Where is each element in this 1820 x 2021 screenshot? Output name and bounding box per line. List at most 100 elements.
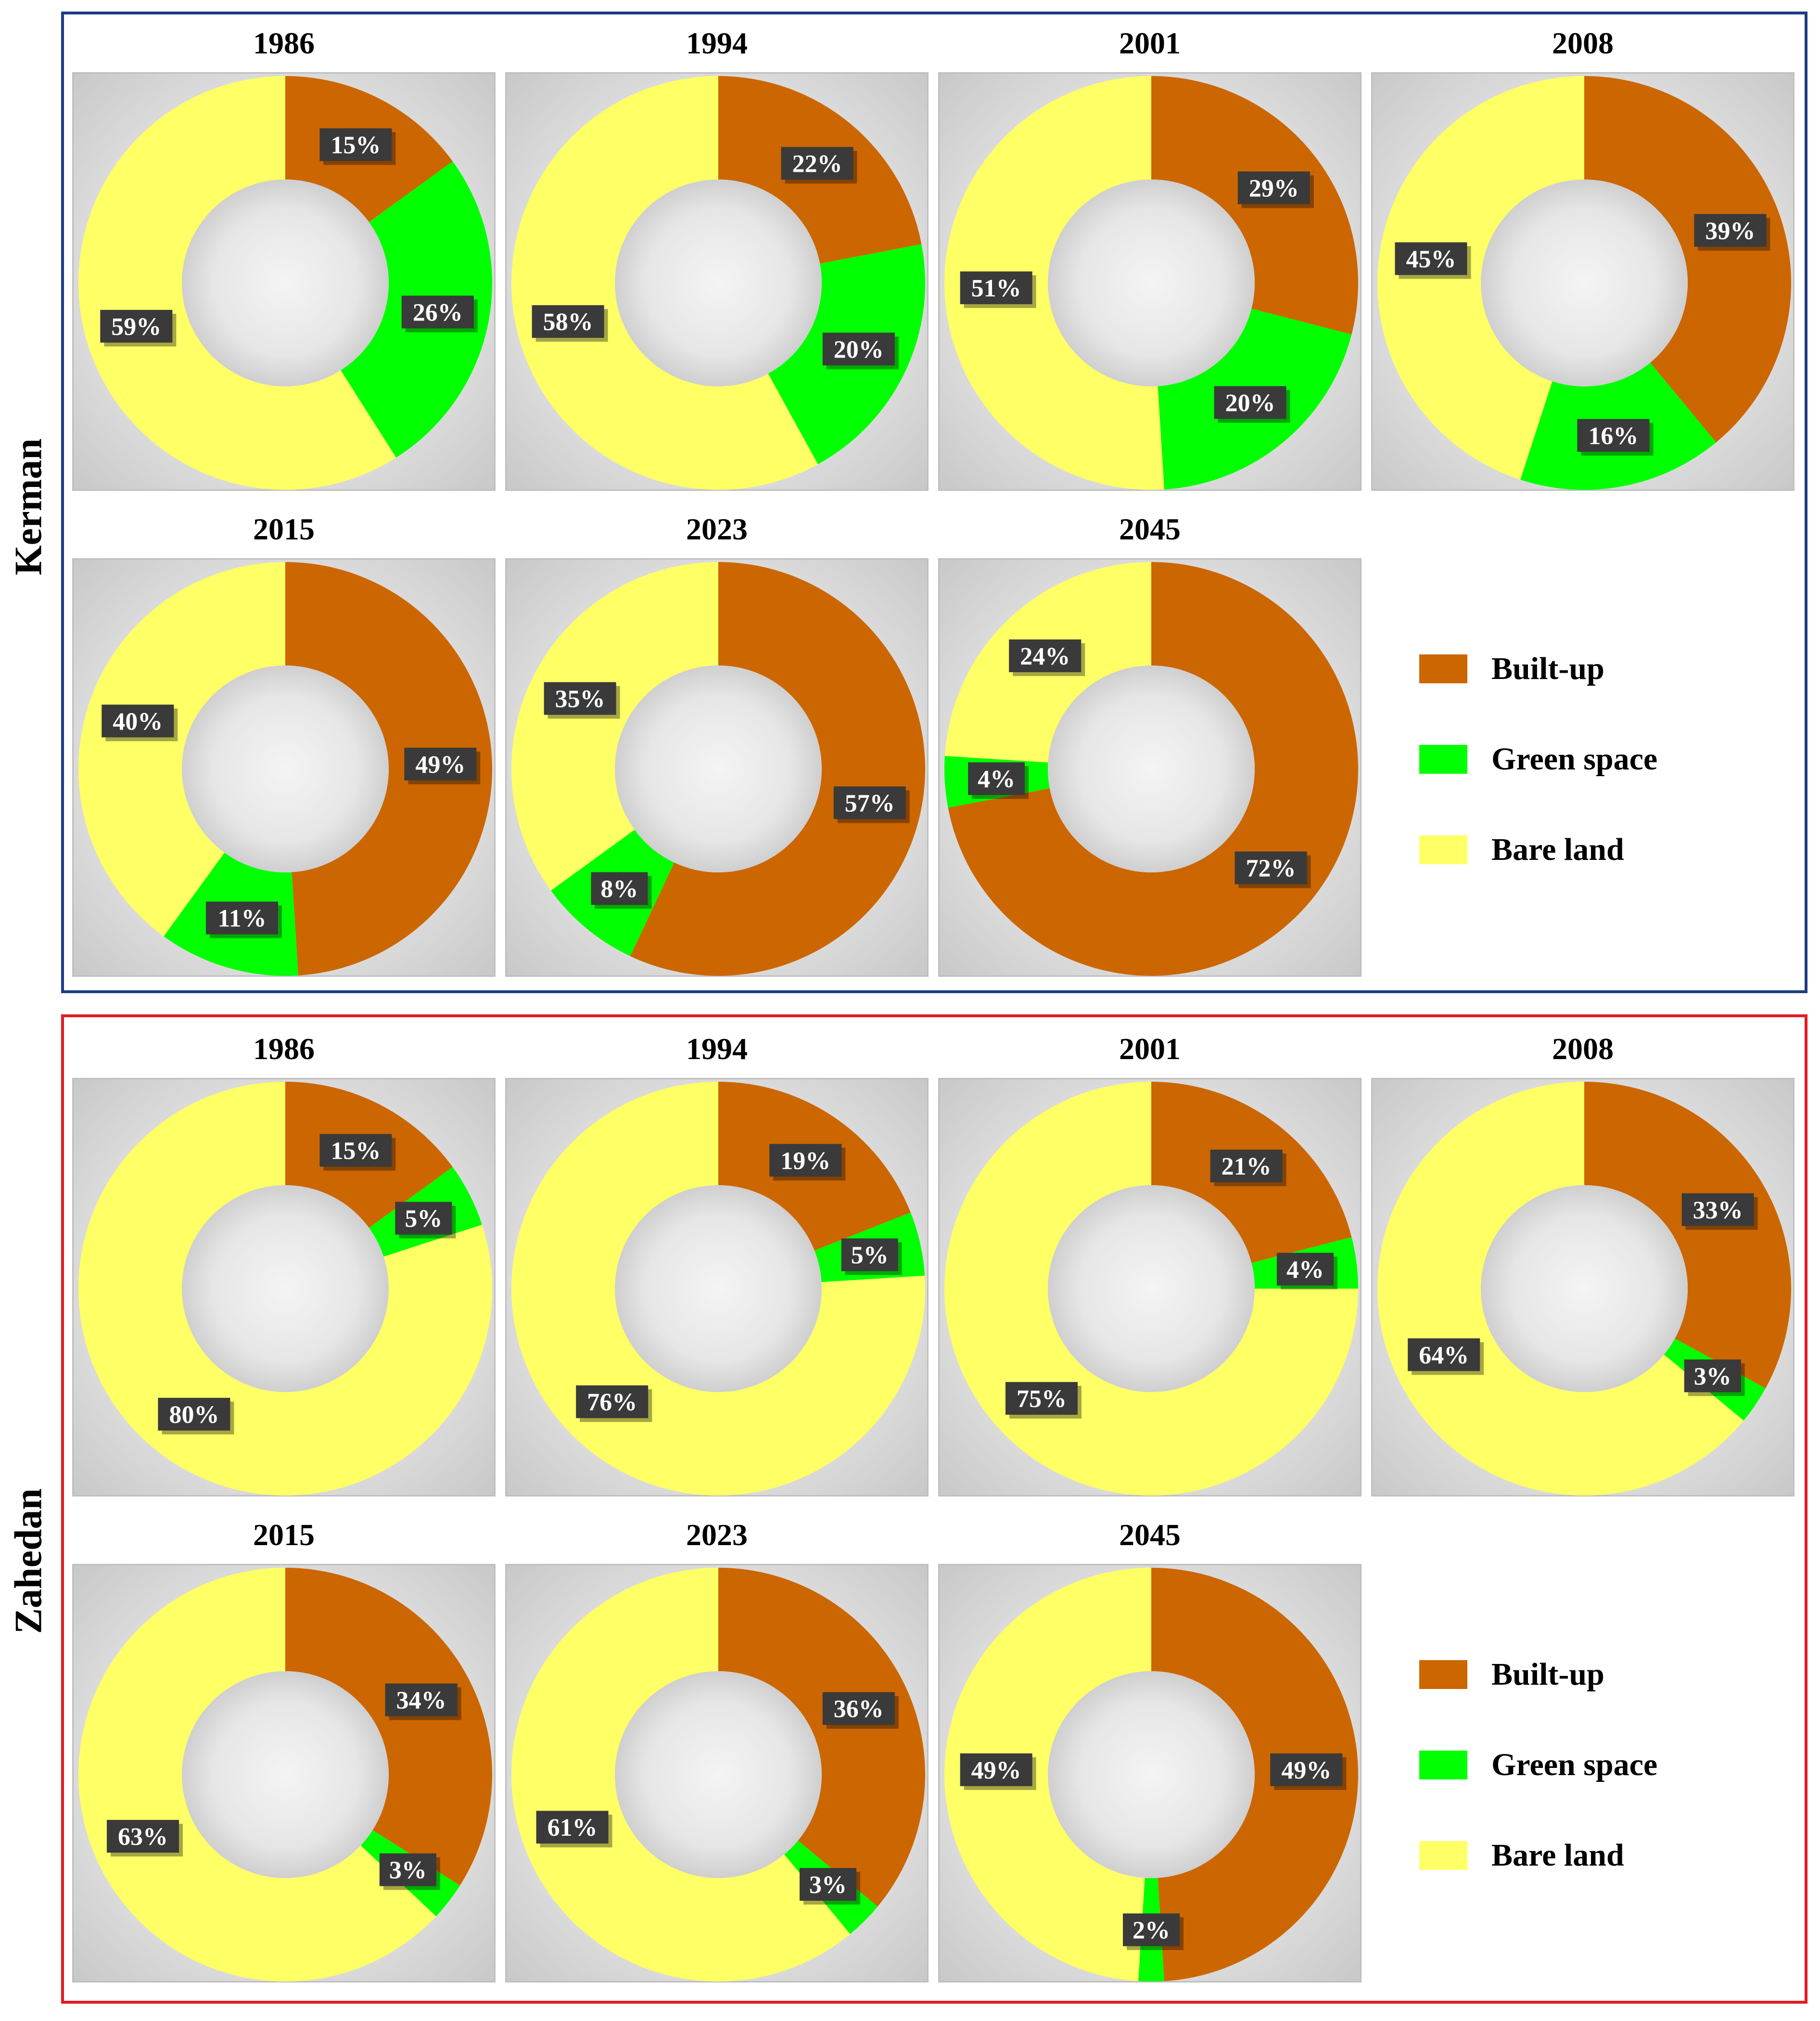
slice-built-up: [1584, 76, 1791, 443]
slice-built-up: [285, 1568, 492, 1886]
chart-area: 33% 3% 64%: [1371, 1078, 1795, 1497]
svg-text:33%: 33%: [1693, 1197, 1743, 1224]
data-label-built-up: 15%: [319, 1134, 396, 1171]
data-label-green-space: 3%: [1684, 1359, 1745, 1396]
svg-text:8%: 8%: [600, 875, 638, 903]
donut-hole: [182, 179, 389, 386]
chart-area: 72% 4% 24%: [938, 558, 1362, 977]
svg-text:11%: 11%: [217, 905, 266, 933]
data-label-bare-land: 24%: [1009, 639, 1085, 676]
svg-text:80%: 80%: [169, 1401, 219, 1429]
kerman-donut-1986: 1986 15% 26% 59%: [72, 19, 496, 491]
chart-year-title: 2023: [686, 1518, 748, 1552]
data-label-green-space: 26%: [401, 295, 478, 333]
donut-hole: [1481, 1185, 1688, 1392]
chart-area: 15% 26% 59%: [72, 72, 496, 491]
donut-svg: 22% 20% 58%: [511, 76, 925, 490]
data-label-green-space: 3%: [379, 1853, 440, 1890]
data-label-bare-land: 45%: [1395, 242, 1471, 279]
slice-bare-land: [78, 562, 285, 936]
donut-svg: 15% 5% 80%: [78, 1082, 492, 1496]
data-label-bare-land: 80%: [158, 1397, 234, 1434]
kerman-donut-2045: 2045 72% 4% 24%: [938, 505, 1362, 977]
data-label-bare-land: 76%: [576, 1385, 652, 1422]
chart-area: 57% 8% 35%: [505, 558, 929, 977]
donut-hole: [1048, 179, 1255, 386]
slice-bare-land: [511, 1568, 851, 1982]
kerman-panel: [61, 12, 1807, 993]
data-label-bare-land: 40%: [102, 704, 178, 742]
chart-year-title: 1986: [253, 26, 315, 60]
city-label-zahedan: Zahedan: [7, 1488, 50, 1634]
legend-swatch: [1419, 1660, 1467, 1689]
donut-svg: 57% 8% 35%: [511, 562, 925, 976]
svg-text:75%: 75%: [1017, 1385, 1067, 1413]
kerman-legend: Built-up Green space Bare land: [1419, 645, 1780, 885]
svg-text:64%: 64%: [1419, 1342, 1469, 1369]
data-label-green-space: 5%: [841, 1238, 902, 1275]
data-label-built-up: 57%: [833, 786, 910, 823]
legend-swatch: [1419, 654, 1467, 683]
legend-item-bare-land: Bare land: [1419, 826, 1756, 869]
data-label-built-up: 33%: [1681, 1193, 1758, 1230]
data-label-bare-land: 75%: [1005, 1382, 1082, 1419]
legend-item-built-up: Built-up: [1419, 645, 1756, 688]
data-label-green-space: 20%: [1214, 386, 1290, 423]
data-label-green-space: 4%: [1276, 1253, 1337, 1290]
chart-area: 19% 5% 76%: [505, 1078, 929, 1497]
zahedan-panel: [61, 1014, 1807, 2004]
legend-label: Green space: [1491, 1747, 1658, 1782]
zahedan-legend: Built-up Green space Bare land: [1419, 1650, 1780, 1891]
donut-svg: 36% 3% 61%: [511, 1568, 925, 1982]
data-label-built-up: 36%: [822, 1692, 899, 1729]
zahedan-donut-2001: 2001 21% 4% 75%: [938, 1025, 1362, 1497]
donut-hole: [1048, 1185, 1255, 1392]
svg-text:40%: 40%: [113, 708, 163, 735]
legend-label: Green space: [1491, 742, 1658, 777]
kerman-donut-2008: 2008 39% 16% 45%: [1371, 19, 1795, 491]
chart-year-title: 2001: [1119, 26, 1181, 60]
zahedan-donut-2023: 2023 36% 3% 61%: [505, 1511, 929, 1983]
svg-text:49%: 49%: [415, 751, 465, 779]
data-label-bare-land: 51%: [960, 271, 1036, 308]
data-label-built-up: 21%: [1210, 1150, 1286, 1187]
data-label-bare-land: 63%: [107, 1820, 183, 1857]
svg-text:59%: 59%: [111, 313, 161, 341]
chart-year-title: 2008: [1552, 1032, 1614, 1066]
chart-year-title: 2015: [253, 512, 315, 546]
data-label-built-up: 49%: [404, 747, 481, 784]
svg-text:36%: 36%: [834, 1696, 884, 1723]
data-label-green-space: 5%: [395, 1202, 456, 1239]
chart-year-title: 1994: [686, 1032, 748, 1066]
slice-bare-land: [78, 1568, 436, 1982]
slice-bare-land: [1377, 1082, 1744, 1496]
donut-svg: 29% 20% 51%: [944, 76, 1358, 490]
slice-bare-land: [1377, 76, 1584, 480]
svg-text:34%: 34%: [396, 1687, 446, 1714]
svg-text:15%: 15%: [331, 1138, 381, 1165]
kerman-donut-2001: 2001 29% 20% 51%: [938, 19, 1362, 491]
svg-text:39%: 39%: [1705, 217, 1755, 245]
svg-text:29%: 29%: [1249, 175, 1299, 202]
data-label-bare-land: 35%: [544, 682, 620, 719]
chart-area: 36% 3% 61%: [505, 1564, 929, 1983]
data-label-bare-land: 49%: [960, 1753, 1036, 1790]
legend-item-green-space: Green space: [1419, 735, 1756, 779]
slice-built-up: [630, 562, 925, 976]
legend-label: Built-up: [1491, 1657, 1604, 1692]
data-label-built-up: 29%: [1237, 171, 1314, 208]
kerman-donut-1994: 1994 22% 20% 58%: [505, 19, 929, 491]
data-label-green-space: 8%: [591, 872, 652, 909]
kerman-donut-2023: 2023 57% 8% 35%: [505, 505, 929, 977]
legend-swatch: [1419, 1841, 1467, 1870]
svg-text:20%: 20%: [834, 336, 884, 363]
legend-item-built-up: Built-up: [1419, 1650, 1756, 1694]
chart-area: 39% 16% 45%: [1371, 72, 1795, 491]
zahedan-donut-2008: 2008 33% 3% 64%: [1371, 1025, 1795, 1497]
donut-svg: 19% 5% 76%: [511, 1082, 925, 1496]
chart-year-title: 1994: [686, 26, 748, 60]
chart-year-title: 2023: [686, 512, 748, 546]
legend-label: Built-up: [1491, 651, 1604, 686]
data-label-built-up: 22%: [781, 147, 857, 184]
slice-built-up: [1584, 1082, 1791, 1389]
